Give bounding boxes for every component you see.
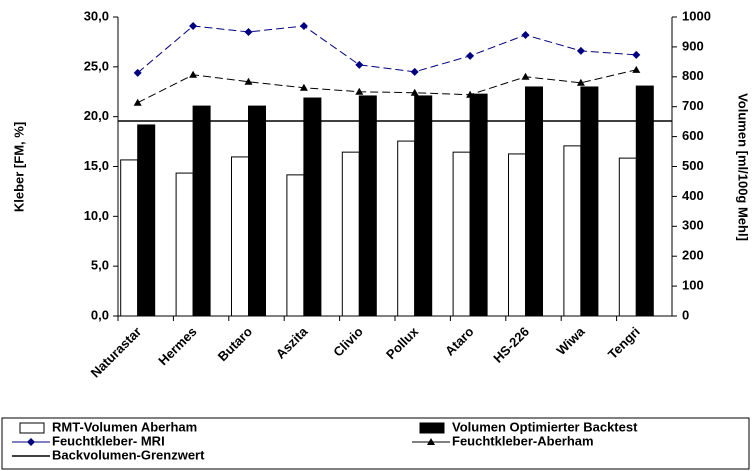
y2-tick-label: 0 [682,307,689,322]
marker [632,50,641,59]
y-tick-label: 5,0 [91,258,109,273]
bar [452,151,471,317]
bar [635,85,654,317]
x-tick-label: Naturastar [88,324,145,381]
x-tick-label: Pollux [383,323,422,362]
bar [303,97,322,317]
bar [137,124,156,317]
y2-tick-label: 300 [682,218,704,233]
marker [355,87,364,95]
bar [175,172,194,317]
bar [414,95,433,317]
bar [248,105,266,317]
bar [525,86,543,317]
y2-tick-label: 100 [682,278,704,293]
bar [231,156,249,317]
bar [192,105,211,317]
marker [521,30,530,39]
y-tick-label: 10,0 [84,208,109,223]
x-tick-label: Butaro [215,324,255,364]
marker [410,88,419,96]
y-tick-label: 25,0 [84,58,109,73]
bar [580,86,599,317]
marker [355,60,364,69]
line [137,25,637,74]
legend-marker [27,438,35,446]
x-tick-label: Wiwa [553,323,588,358]
legend-label: Volumen Optimierter Backtest [452,419,638,434]
legend-label: Backvolumen-Grenzwert [52,447,205,462]
x-tick-label: Clivio [330,324,366,360]
y2-tick-label: 1000 [682,8,711,23]
x-tick-label: HS-226 [490,324,532,366]
marker [410,67,419,76]
x-tick-label: Tengri [605,324,643,362]
y2-tick-label: 400 [682,188,704,203]
y-axis-title: Kleber [FM, %] [11,122,26,212]
marker [299,21,308,30]
legend-label: Feuchtkleber-Aberham [452,433,594,448]
y2-tick-label: 500 [682,158,704,173]
bar [397,140,416,317]
x-tick-label: Ataro [442,324,477,359]
bar [618,157,637,317]
legend-swatch [19,422,45,434]
legend-marker [427,438,435,445]
marker [244,27,253,36]
marker [466,90,475,98]
x-tick-label: Hermes [155,324,199,368]
marker [466,51,475,60]
bar [341,151,360,317]
y-tick-label: 20,0 [84,108,109,123]
y2-tick-label: 200 [682,248,704,263]
marker [576,78,585,86]
y2-axis-title: Volumen [ml/100g Mehl] [736,93,751,241]
bar [508,153,526,317]
legend-label: RMT-Volumen Aberham [52,419,197,434]
line [137,69,637,104]
y-tick-label: 30,0 [84,8,109,23]
y2-tick-label: 800 [682,68,704,83]
marker [299,83,308,91]
legend-label: Feuchtkleber- MRI [52,433,165,448]
y2-tick-label: 700 [682,98,704,113]
bar [286,174,305,317]
bar [358,95,377,317]
y2-tick-label: 600 [682,128,704,143]
marker [189,21,198,30]
marker [632,65,641,73]
bar [469,93,488,317]
bar [120,159,139,317]
bar [563,145,582,317]
marker [133,68,142,77]
marker [133,98,142,106]
y2-tick-label: 900 [682,38,704,53]
marker [576,46,585,55]
y-tick-label: 15,0 [84,158,109,173]
x-tick-label: Aszita [273,323,311,361]
y-tick-label: 0,0 [91,307,109,322]
marker [244,77,253,85]
marker [189,70,198,78]
marker [521,72,530,80]
legend-swatch [419,422,445,434]
legend-box [1,417,750,470]
